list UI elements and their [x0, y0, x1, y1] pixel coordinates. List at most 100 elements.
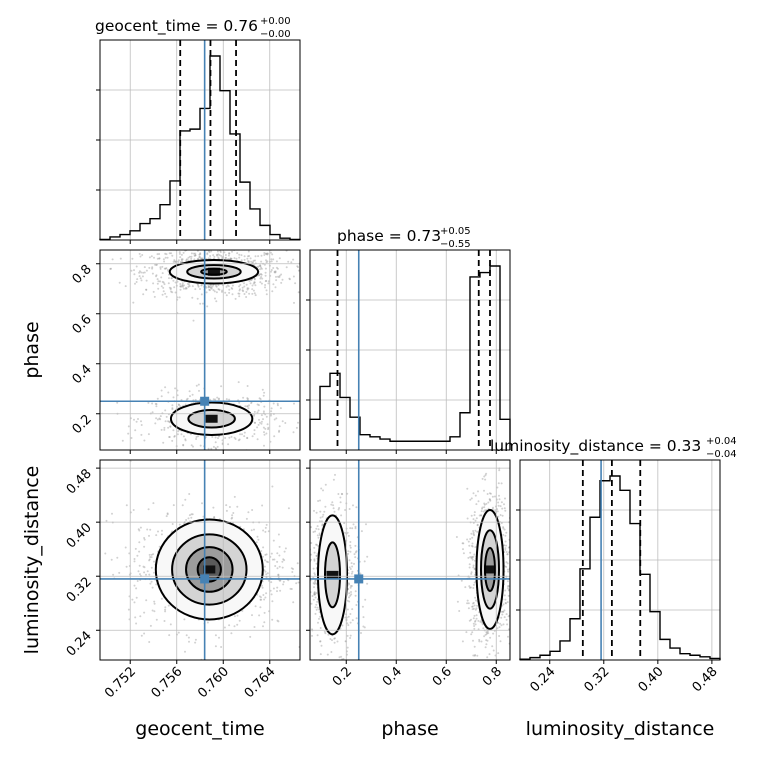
- sample-point: [267, 280, 270, 283]
- sample-point: [153, 256, 155, 259]
- sample-point: [133, 601, 136, 604]
- sample-point: [214, 297, 216, 300]
- sample-point: [327, 633, 330, 636]
- sample-point: [296, 562, 299, 565]
- sample-point: [317, 545, 320, 547]
- contour-line: [171, 533, 248, 606]
- sample-point: [252, 259, 255, 262]
- sample-point: [343, 522, 346, 525]
- truth-layer: [100, 40, 602, 660]
- sample-point: [319, 499, 321, 502]
- sample-point: [523, 546, 525, 548]
- sample-point: [506, 553, 509, 556]
- sample-point: [273, 270, 276, 273]
- sample-point: [321, 515, 324, 518]
- xtick-label-geocent_time: 0.760: [195, 664, 232, 701]
- contour-line: [168, 259, 260, 285]
- sample-point: [199, 252, 202, 255]
- sample-point: [507, 588, 510, 591]
- sample-point: [252, 414, 255, 417]
- sample-point: [140, 279, 143, 282]
- sample-point: [484, 646, 487, 649]
- sample-point: [234, 438, 237, 440]
- sample-point: [159, 266, 162, 269]
- sample-point: [288, 278, 291, 281]
- sample-point: [135, 622, 138, 625]
- sample-point: [260, 420, 263, 423]
- sample-point: [179, 256, 182, 259]
- sample-point: [349, 546, 352, 549]
- sample-point: [215, 300, 218, 303]
- sample-point: [470, 555, 473, 558]
- sample-point: [221, 290, 223, 293]
- sample-point: [260, 598, 263, 601]
- sample-point: [233, 257, 236, 260]
- sample-point: [180, 285, 183, 288]
- sample-point: [97, 609, 99, 611]
- sample-point: [243, 258, 246, 261]
- sample-point: [314, 606, 317, 609]
- sample-point: [481, 507, 483, 510]
- sample-point: [263, 391, 266, 394]
- sample-point: [346, 646, 349, 649]
- sample-point: [321, 523, 324, 526]
- sample-point: [348, 583, 351, 586]
- sample-point: [353, 553, 356, 556]
- sample-point: [155, 274, 158, 277]
- sample-point: [278, 425, 281, 428]
- sample-point: [118, 571, 121, 574]
- sample-point: [194, 288, 197, 291]
- sample-point: [263, 565, 266, 568]
- sample-point: [330, 651, 333, 653]
- sample-point: [207, 257, 210, 260]
- sample-point: [315, 527, 318, 530]
- sample-point: [190, 247, 192, 249]
- sample-point: [488, 498, 491, 501]
- sample-point: [473, 514, 476, 517]
- sample-point: [245, 517, 248, 520]
- sample-point: [473, 553, 476, 556]
- sample-point: [499, 622, 502, 625]
- sample-point: [149, 624, 152, 627]
- sample-point: [210, 447, 213, 450]
- sample-point: [162, 286, 165, 289]
- sample-point: [458, 610, 461, 612]
- sample-point: [180, 259, 183, 262]
- sample-point: [264, 559, 267, 562]
- sample-point: [307, 590, 309, 592]
- sample-point: [317, 621, 319, 624]
- sample-point: [473, 568, 476, 571]
- sample-point: [229, 257, 232, 260]
- sample-point: [263, 433, 266, 436]
- sample-point: [472, 622, 475, 625]
- sample-point: [315, 555, 318, 557]
- sample-point: [504, 534, 507, 537]
- sample-point: [138, 275, 141, 278]
- sample-point: [270, 410, 273, 413]
- sample-point: [331, 639, 333, 642]
- sample-point: [140, 424, 143, 426]
- sample-point: [472, 555, 475, 558]
- sample-point: [471, 558, 474, 561]
- xtick-label-geocent_time: 0.764: [242, 664, 279, 701]
- sample-point: [246, 385, 249, 387]
- sample-point: [150, 553, 153, 556]
- sample-point: [472, 639, 474, 642]
- sample-point: [251, 509, 254, 511]
- sample-point: [148, 256, 151, 259]
- sample-point: [260, 596, 262, 599]
- sample-point: [148, 573, 151, 576]
- sample-point: [231, 284, 234, 287]
- sample-point: [297, 269, 300, 272]
- sample-point: [315, 554, 318, 557]
- sample-point: [135, 281, 138, 283]
- sample-point: [171, 404, 174, 407]
- sample-point: [498, 494, 500, 497]
- sample-point: [315, 562, 318, 565]
- sample-point: [476, 530, 479, 533]
- sample-point: [183, 284, 185, 287]
- sample-point: [462, 542, 465, 545]
- sample-point: [263, 254, 266, 256]
- sample-point: [257, 265, 260, 268]
- sample-point: [185, 519, 188, 521]
